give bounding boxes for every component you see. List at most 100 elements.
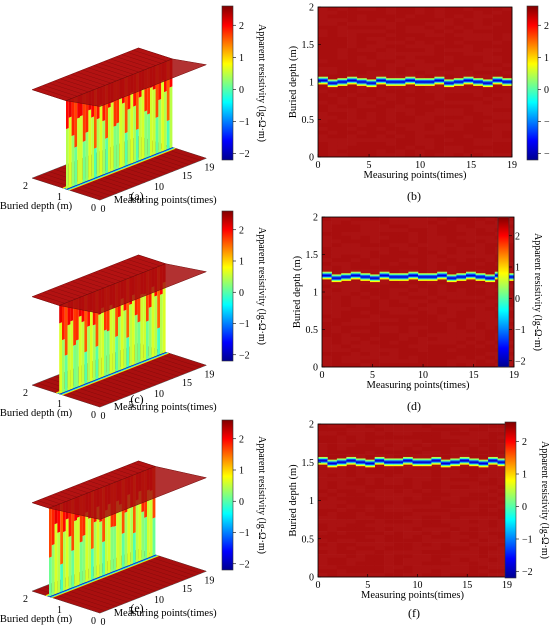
- surface-facet: [123, 309, 127, 369]
- anomaly-cell: [327, 466, 338, 468]
- heatmap-cell: [395, 33, 406, 38]
- heatmap-cell: [434, 52, 445, 57]
- heatmap-cell: [415, 134, 425, 139]
- heatmap-cell: [459, 492, 470, 497]
- heatmap-cell: [485, 310, 496, 315]
- heatmap-cell: [374, 542, 385, 547]
- heatmap-cell: [453, 37, 464, 42]
- heatmap-cell: [356, 14, 367, 19]
- heatmap-cell: [376, 55, 387, 60]
- heatmap-cell: [412, 439, 423, 444]
- heatmap-cell: [346, 531, 357, 536]
- heatmap-cell: [466, 239, 476, 244]
- heatmap-cell: [366, 37, 377, 42]
- heatmap-cell: [463, 52, 474, 57]
- heatmap-cell: [356, 85, 367, 90]
- anomaly-cell: [431, 461, 442, 463]
- surface-facet: [118, 316, 121, 371]
- heatmap-cell: [346, 446, 357, 452]
- heatmap-cell: [478, 519, 489, 524]
- heatmap-cell: [318, 127, 328, 132]
- heatmap-cell: [341, 363, 352, 368]
- heatmap-cell: [450, 450, 461, 455]
- heatmap-cell: [424, 142, 435, 147]
- heatmap-cell: [370, 280, 380, 285]
- heatmap-cell: [393, 515, 404, 520]
- heatmap-cell: [374, 554, 385, 559]
- heatmap-cell: [408, 232, 419, 237]
- heatmap-cell: [427, 355, 438, 360]
- heatmap-cell: [437, 224, 448, 229]
- heatmap-cell: [488, 573, 498, 578]
- heatmap-cell: [318, 523, 328, 528]
- top-grid: [82, 69, 117, 82]
- anomaly-cell: [466, 274, 476, 277]
- heatmap-cell: [395, 134, 406, 139]
- heatmap-cell: [437, 325, 448, 330]
- heatmap-cell: [450, 443, 461, 448]
- heatmap-cell: [482, 18, 493, 23]
- heatmap-cell: [337, 33, 348, 38]
- anomaly-cell: [427, 277, 438, 279]
- heatmap-cell: [421, 473, 432, 478]
- heatmap-cell: [482, 40, 493, 45]
- anomaly-cell: [502, 79, 513, 81]
- heatmap-cell: [466, 235, 476, 240]
- heatmap-cell: [370, 325, 380, 330]
- x-tick-label: 10: [415, 160, 425, 171]
- heatmap-cell: [446, 280, 457, 285]
- heatmap-cell: [370, 310, 380, 315]
- heatmap-cell: [475, 337, 486, 342]
- heatmap-cell: [466, 310, 476, 315]
- heatmap-cell: [497, 546, 508, 551]
- heatmap-cell: [336, 550, 347, 555]
- heatmap-cell: [473, 37, 484, 42]
- heatmap-cell: [331, 337, 342, 342]
- heatmap-cell: [318, 424, 328, 429]
- surface-facet: [127, 108, 131, 165]
- heatmap-cell: [485, 239, 496, 244]
- heatmap-cell: [502, 112, 513, 117]
- heatmap-cell: [459, 538, 470, 543]
- heatmap-cell: [356, 67, 367, 72]
- anomaly-cell: [418, 277, 428, 279]
- heatmap-cell: [440, 519, 451, 524]
- heatmap-cell: [456, 262, 467, 267]
- heatmap-cell: [440, 492, 451, 497]
- heatmap-cell: [473, 89, 484, 94]
- heatmap-cell: [440, 561, 451, 566]
- heatmap-cell: [450, 565, 461, 570]
- heatmap-cell: [450, 485, 461, 490]
- heatmap-cell: [412, 538, 423, 543]
- heatmap-cell: [453, 89, 464, 94]
- heatmap-cell: [395, 115, 406, 120]
- colorbar-tick-label: −1: [522, 535, 533, 546]
- heatmap-cell: [502, 55, 513, 60]
- top-grid: [110, 58, 145, 71]
- top-grid: [37, 87, 72, 99]
- colorbar-tick-label: −2: [239, 350, 250, 361]
- anomaly-cell: [408, 273, 419, 275]
- heatmap-cell: [440, 443, 451, 448]
- heatmap-cell: [437, 258, 448, 263]
- heatmap-cell: [502, 67, 513, 72]
- anomaly-cell: [405, 83, 416, 85]
- heatmap-cell: [427, 344, 438, 349]
- anomaly-cell: [393, 464, 404, 467]
- heatmap-cell: [434, 138, 445, 143]
- heatmap-cell: [346, 515, 357, 520]
- heatmap-cell: [379, 288, 390, 293]
- heatmap-cell: [497, 565, 508, 570]
- heatmap-cell: [347, 59, 358, 64]
- heatmap-cell: [318, 48, 328, 53]
- heatmap-cell: [408, 239, 419, 244]
- anomaly-cell: [497, 464, 508, 467]
- heatmap-cell: [463, 44, 474, 49]
- heatmap-cell: [497, 489, 508, 494]
- anomaly-cell: [424, 80, 435, 82]
- heatmap-cell: [424, 89, 435, 94]
- heatmap-cell: [446, 333, 457, 338]
- heatmap-cell: [431, 443, 442, 448]
- colorbar-b: [526, 5, 539, 161]
- heatmap-cell: [398, 292, 409, 297]
